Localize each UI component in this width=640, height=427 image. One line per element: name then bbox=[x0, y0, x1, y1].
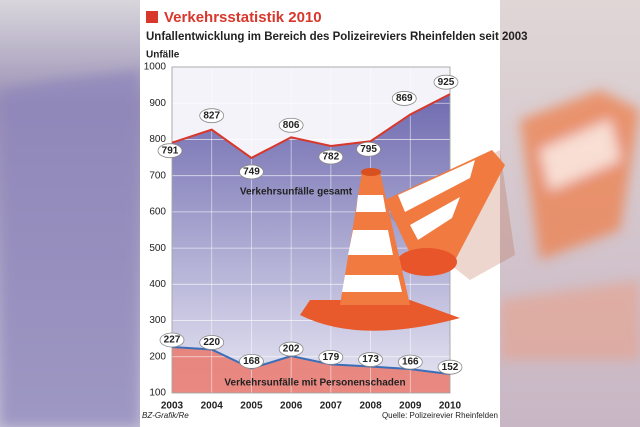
value-label: 202 bbox=[283, 344, 300, 355]
x-tick-label: 2008 bbox=[359, 401, 382, 412]
value-label-bubble bbox=[318, 149, 344, 165]
series-label: Verkehrsunfälle gesamt bbox=[240, 187, 353, 198]
credit: BZ-Grafik/Re bbox=[142, 411, 189, 420]
value-label: 166 bbox=[402, 357, 419, 368]
cones bbox=[300, 150, 515, 331]
y-tick-label: 500 bbox=[149, 243, 166, 254]
line bbox=[171, 346, 451, 376]
value-label: 179 bbox=[323, 352, 340, 363]
y-tick-label: 300 bbox=[149, 315, 166, 326]
x-tick-label: 2004 bbox=[201, 401, 224, 412]
value-label-bubble bbox=[278, 341, 304, 357]
line bbox=[171, 93, 451, 160]
value-label-bubble bbox=[433, 74, 459, 90]
y-tick-label: 1000 bbox=[144, 62, 167, 73]
value-label: 173 bbox=[362, 354, 379, 365]
value-label: 791 bbox=[162, 145, 179, 156]
value-label-bubble bbox=[239, 353, 264, 369]
value-label: 168 bbox=[243, 356, 260, 367]
value-label: 795 bbox=[360, 144, 377, 155]
chart-title: Verkehrsstatistik 2010 bbox=[164, 9, 322, 26]
y-tick-label: 900 bbox=[149, 98, 166, 109]
y-tick-label: 700 bbox=[149, 170, 166, 181]
value-label-bubble bbox=[159, 332, 185, 348]
x-tick-label: 2007 bbox=[320, 401, 343, 412]
value-label-bubble bbox=[397, 354, 423, 370]
blurred-background bbox=[0, 70, 640, 427]
value-label-bubble bbox=[157, 143, 183, 159]
value-label-bubble bbox=[199, 108, 225, 124]
x-tick-label: 2010 bbox=[439, 401, 462, 412]
y-axis-label: Unfälle bbox=[146, 50, 180, 61]
x-tick-label: 2009 bbox=[399, 401, 422, 412]
value-label-bubble bbox=[199, 335, 225, 350]
y-tick-label: 800 bbox=[149, 134, 166, 145]
value-label-bubble bbox=[358, 352, 383, 367]
value-label-bubble bbox=[239, 164, 264, 180]
value-label: 152 bbox=[442, 362, 459, 373]
value-label: 227 bbox=[164, 335, 181, 346]
value-label: 925 bbox=[438, 77, 455, 88]
value-label: 806 bbox=[283, 120, 300, 131]
y-tick-label: 200 bbox=[149, 351, 166, 362]
x-tick-label: 2005 bbox=[240, 401, 263, 412]
value-label-bubble bbox=[437, 359, 463, 375]
area bbox=[172, 346, 450, 393]
value-label-bubble bbox=[356, 141, 381, 157]
series-label: Verkehrsunfälle mit Personenschaden bbox=[224, 378, 405, 389]
value-label: 782 bbox=[323, 152, 340, 163]
x-tick-label: 2006 bbox=[280, 401, 303, 412]
value-label: 827 bbox=[203, 110, 220, 121]
value-label-bubble bbox=[278, 117, 304, 133]
title-marker bbox=[146, 11, 158, 23]
value-label: 749 bbox=[243, 167, 260, 178]
value-label-bubble bbox=[318, 349, 344, 365]
value-label: 869 bbox=[396, 93, 413, 104]
source: Quelle: Polizeirevier Rheinfelden bbox=[382, 411, 498, 420]
value-label: 220 bbox=[203, 337, 220, 348]
y-tick-label: 600 bbox=[149, 207, 166, 218]
chart-subtitle: Unfallentwicklung im Bereich des Polizei… bbox=[146, 31, 528, 43]
value-label-bubble bbox=[391, 91, 417, 106]
y-tick-label: 400 bbox=[149, 279, 166, 290]
y-tick-label: 100 bbox=[149, 388, 166, 399]
x-tick-label: 2003 bbox=[161, 401, 184, 412]
